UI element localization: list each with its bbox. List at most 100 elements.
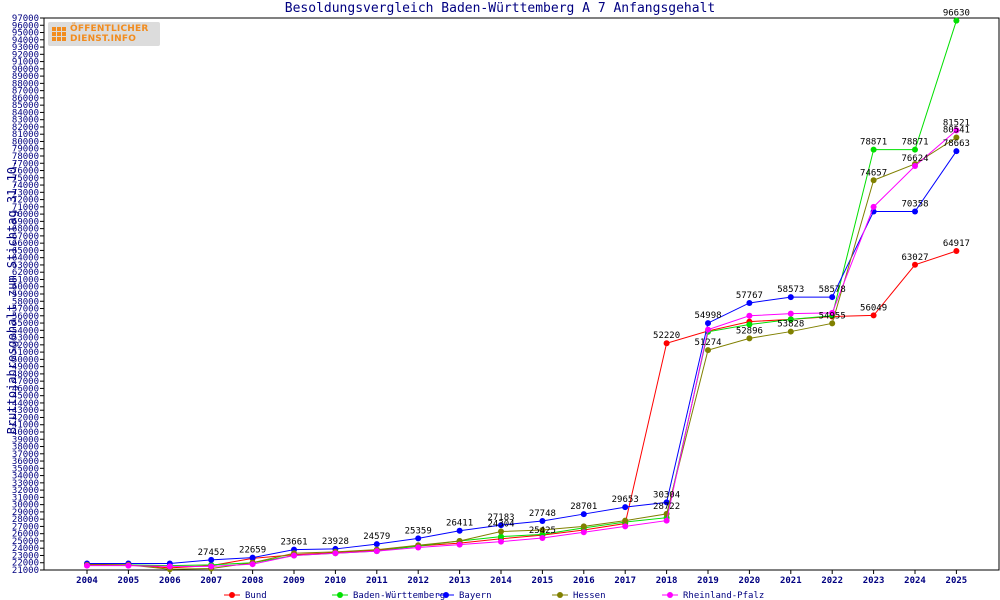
data-point — [539, 517, 546, 524]
data-point — [953, 127, 960, 134]
legend-swatch-marker — [337, 592, 343, 598]
data-point — [912, 261, 918, 268]
y-tick-label: 44000 — [12, 399, 39, 409]
data-label: 78871 — [860, 138, 887, 148]
data-label: 28701 — [570, 502, 597, 512]
y-tick-label: 34000 — [12, 472, 39, 482]
data-label: 22659 — [239, 546, 266, 556]
y-tick-label: 58000 — [12, 297, 39, 307]
y-tick-label: 26000 — [12, 530, 39, 540]
y-tick-label: 70000 — [12, 210, 39, 220]
logo-text-line2: DIENST.INFO — [70, 34, 137, 44]
data-point — [912, 208, 918, 215]
data-point — [953, 248, 960, 255]
x-tick-label: 2006 — [159, 576, 181, 586]
data-point — [456, 527, 463, 534]
data-point — [580, 523, 587, 530]
y-tick-label: 49000 — [12, 363, 39, 373]
y-tick-label: 61000 — [12, 275, 39, 285]
y-tick-label: 27000 — [12, 522, 39, 532]
y-tick-label: 76000 — [12, 167, 39, 177]
y-tick-label: 83000 — [12, 116, 39, 126]
data-label: 24579 — [363, 532, 390, 542]
data-label: 58573 — [777, 285, 804, 295]
x-tick-label: 2008 — [242, 576, 264, 586]
y-tick-label: 97000 — [12, 14, 39, 24]
x-tick-label: 2011 — [366, 576, 388, 586]
data-point — [870, 146, 877, 153]
y-tick-label: 50000 — [12, 355, 39, 365]
y-tick-label: 43000 — [12, 406, 39, 416]
y-tick-label: 22000 — [12, 559, 39, 569]
data-point — [787, 316, 794, 323]
data-label: 63027 — [901, 253, 928, 263]
y-tick-label: 47000 — [12, 377, 39, 387]
x-tick-label: 2018 — [656, 576, 678, 586]
series-line — [86, 250, 957, 569]
data-point — [373, 548, 380, 555]
y-tick-label: 21000 — [12, 566, 39, 576]
y-tick-label: 33000 — [12, 479, 39, 489]
data-point — [829, 309, 836, 316]
data-point — [622, 504, 629, 511]
data-label: 64917 — [943, 239, 970, 249]
data-point — [953, 134, 960, 141]
data-label: 53828 — [777, 320, 804, 330]
data-point — [332, 550, 339, 557]
legend-label: Hessen — [573, 591, 606, 600]
y-tick-label: 41000 — [12, 421, 39, 431]
data-point — [870, 177, 877, 184]
data-point — [580, 529, 587, 536]
legend-label: Bund — [245, 591, 267, 600]
data-point — [787, 294, 794, 301]
y-tick-label: 75000 — [12, 174, 39, 184]
data-point — [705, 347, 711, 354]
y-tick-label: 60000 — [12, 283, 39, 293]
y-tick-label: 91000 — [12, 58, 39, 68]
y-tick-label: 36000 — [12, 457, 39, 467]
data-point — [663, 499, 670, 506]
y-tick-label: 79000 — [12, 145, 39, 155]
data-label: 81521 — [943, 118, 970, 128]
y-tick-label: 82000 — [12, 123, 39, 133]
y-tick-label: 23000 — [12, 551, 39, 561]
y-tick-label: 85000 — [12, 101, 39, 111]
data-point — [291, 552, 297, 559]
series-line — [87, 137, 957, 570]
x-tick-label: 2021 — [780, 576, 802, 586]
site-logo[interactable]: ÖFFENTLICHER DIENST.INFO — [48, 22, 160, 46]
y-tick-label: 42000 — [12, 413, 39, 423]
data-point — [580, 511, 587, 518]
data-point — [166, 563, 173, 570]
x-tick-label: 2005 — [118, 576, 140, 586]
y-tick-label: 52000 — [12, 341, 39, 351]
data-label: 51274 — [694, 338, 721, 348]
data-point — [249, 561, 256, 568]
y-tick-label: 48000 — [12, 370, 39, 380]
data-point — [249, 554, 256, 561]
y-tick-label: 39000 — [12, 435, 39, 445]
x-tick-label: 2017 — [614, 576, 636, 586]
data-point — [746, 335, 753, 342]
y-tick-label: 95000 — [12, 29, 39, 39]
data-point — [870, 312, 877, 319]
y-tick-label: 55000 — [12, 319, 39, 329]
data-point — [953, 17, 960, 24]
legend-swatch-marker — [229, 592, 235, 598]
y-tick-label: 28000 — [12, 515, 39, 525]
data-point — [208, 556, 215, 563]
data-point — [125, 562, 132, 569]
y-tick-label: 94000 — [12, 36, 39, 46]
y-tick-label: 64000 — [12, 254, 39, 264]
legend-swatch-marker — [667, 592, 673, 598]
data-label: 30304 — [653, 490, 680, 500]
y-tick-label: 53000 — [12, 334, 39, 344]
data-point — [373, 541, 380, 548]
data-point — [208, 563, 215, 570]
data-point — [456, 541, 463, 548]
legend-swatch-marker — [557, 592, 563, 598]
y-tick-label: 57000 — [12, 305, 39, 315]
data-label: 26411 — [446, 519, 473, 529]
x-tick-label: 2010 — [325, 576, 347, 586]
